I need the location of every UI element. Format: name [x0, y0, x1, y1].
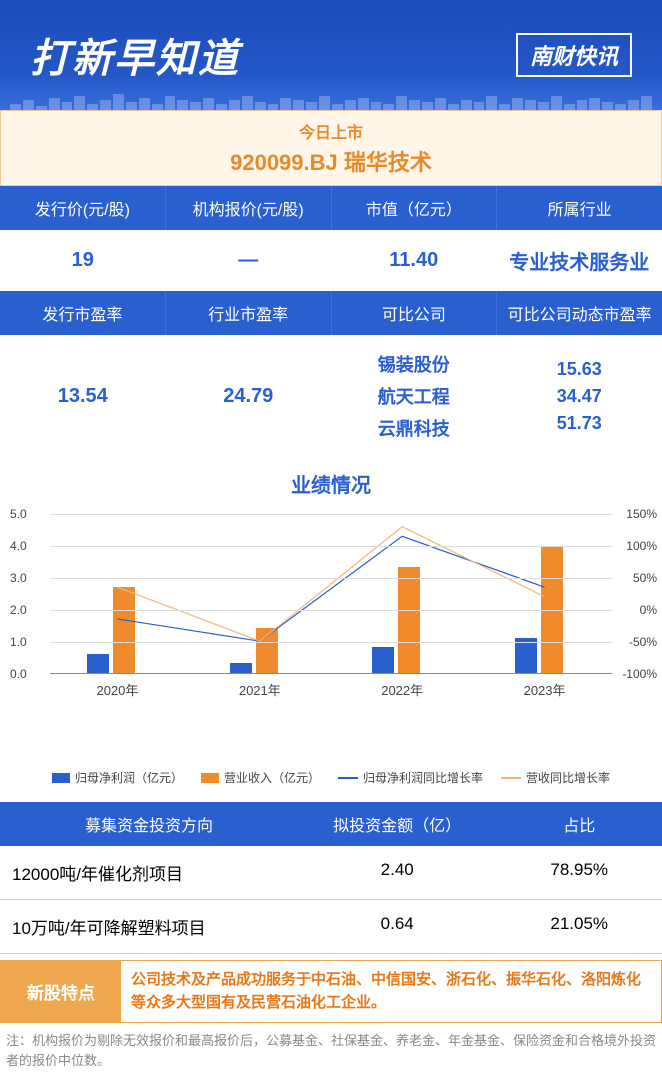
metric-header: 行业市盈率: [166, 291, 332, 335]
metrics2-values: 13.54 24.79 锡装股份航天工程云鼎科技 15.6334.4751.73: [0, 335, 662, 457]
performance-chart: 0.01.02.03.04.05.0-100%-50%0%50%100%150%…: [0, 504, 662, 734]
investment-header-cell: 募集资金投资方向: [0, 802, 298, 846]
metric-header: 机构报价(元/股): [166, 186, 332, 230]
feature-row: 新股特点 公司技术及产品成功服务于中石油、中信国安、浙石化、振华石化、洛阳炼化等…: [0, 960, 662, 1023]
header-title: 打新早知道: [30, 26, 240, 84]
chart-title: 业绩情况: [0, 457, 662, 504]
investment-header: 募集资金投资方向拟投资金额（亿）占比: [0, 802, 662, 846]
investment-row: 12000吨/年催化剂项目2.4078.95%: [0, 846, 662, 900]
chart-legend: 归母净利润（亿元）营业收入（亿元）归母净利润同比增长率营收同比增长率: [0, 734, 662, 796]
header-brand: 南财快讯: [516, 33, 632, 77]
comparable-pes: 15.6334.4751.73: [497, 335, 662, 457]
metric-value: 11.40: [331, 230, 497, 291]
metric-header: 所属行业: [497, 186, 662, 230]
metrics1-values: 19—11.40专业技术服务业: [0, 230, 662, 291]
issue-pe: 13.54: [0, 335, 166, 457]
metrics2-header: 发行市盈率行业市盈率可比公司可比公司动态市盈率: [0, 291, 662, 335]
feature-label: 新股特点: [1, 961, 121, 1022]
header-decoration: [0, 92, 662, 110]
industry-pe: 24.79: [166, 335, 332, 457]
metric-header: 发行市盈率: [0, 291, 166, 335]
comparable-companies: 锡装股份航天工程云鼎科技: [331, 335, 497, 457]
metric-value: —: [166, 230, 332, 291]
investment-row: 10万吨/年可降解塑料项目0.6421.05%: [0, 900, 662, 954]
metric-value: 专业技术服务业: [497, 230, 662, 291]
metric-header: 发行价(元/股): [0, 186, 166, 230]
today-listing-banner: 今日上市 920099.BJ 瑞华技术: [0, 110, 662, 186]
investment-header-cell: 占比: [496, 802, 662, 846]
metric-header: 市值（亿元）: [332, 186, 498, 230]
metric-header: 可比公司动态市盈率: [497, 291, 662, 335]
footnote: 注：机构报价为剔除无效报价和最高报价后，公募基金、社保基金、养老金、年金基金、保…: [0, 1023, 662, 1078]
metric-header: 可比公司: [332, 291, 498, 335]
today-label: 今日上市: [1, 119, 661, 143]
header-banner: 打新早知道 南财快讯: [0, 0, 662, 110]
metrics1-header: 发行价(元/股)机构报价(元/股)市值（亿元）所属行业: [0, 186, 662, 230]
metric-value: 19: [0, 230, 166, 291]
feature-text: 公司技术及产品成功服务于中石油、中信国安、浙石化、振华石化、洛阳炼化等众多大型国…: [121, 961, 661, 1022]
investment-header-cell: 拟投资金额（亿）: [298, 802, 497, 846]
today-code: 920099.BJ 瑞华技术: [1, 145, 661, 177]
